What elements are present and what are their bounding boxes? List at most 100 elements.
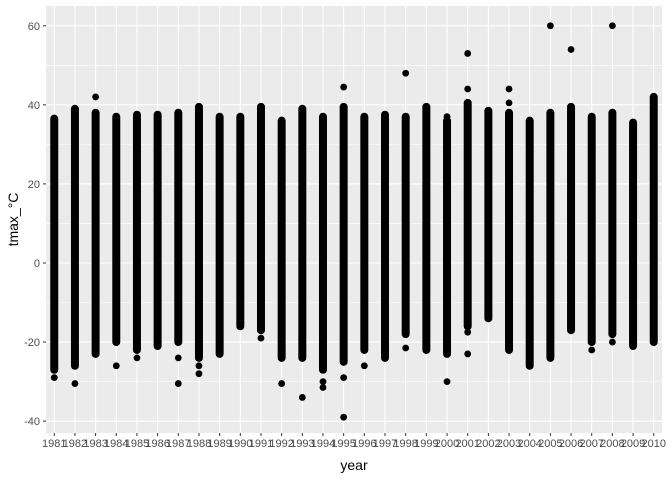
data-point [464, 350, 472, 358]
x-tick-label: 1989 [207, 438, 231, 450]
data-column-2010 [649, 92, 658, 347]
data-point [71, 380, 79, 387]
data-column-1991 [256, 102, 265, 335]
data-point [546, 22, 554, 30]
data-point [505, 99, 513, 107]
data-point [464, 85, 472, 93]
data-column-2002 [484, 106, 493, 323]
x-tick-label: 1981 [42, 438, 66, 450]
x-tick-label: 1993 [290, 438, 314, 450]
x-tick-label: 1999 [414, 438, 438, 450]
x-tick-label: 2004 [517, 438, 541, 450]
data-column-1983 [91, 108, 100, 358]
y-tick-label: 20 [28, 179, 40, 191]
x-tick-label: 1994 [311, 438, 335, 450]
y-axis-title: tmax_°C [5, 193, 21, 247]
panel-background [46, 6, 662, 433]
data-column-1982 [70, 104, 79, 370]
x-tick-label: 2007 [579, 438, 603, 450]
x-tick-label: 1986 [145, 438, 169, 450]
x-tick-label: 1997 [373, 438, 397, 450]
data-point [608, 22, 616, 30]
data-point [195, 362, 203, 370]
outlier-points [50, 22, 616, 421]
data-column-2003 [505, 108, 514, 354]
data-point [319, 384, 327, 391]
grid-minor [46, 65, 662, 382]
x-tick-label: 2002 [476, 438, 500, 450]
data-column-1999 [422, 102, 431, 354]
data-column-1998 [401, 112, 410, 339]
data-column-1995 [339, 102, 348, 366]
x-tick-label: 2001 [455, 438, 479, 450]
y-tick-label: -20 [24, 337, 40, 349]
data-column-1996 [360, 112, 369, 354]
data-point [464, 328, 472, 336]
x-tick-label: 1982 [63, 438, 87, 450]
data-column-1994 [318, 112, 327, 374]
data-point [464, 50, 472, 57]
data-column-2009 [629, 118, 638, 351]
data-column-1981 [50, 114, 59, 374]
data-column-1988 [194, 102, 203, 362]
data-column-2000 [443, 116, 452, 358]
data-point [340, 83, 348, 91]
data-column-1985 [132, 110, 141, 354]
data-column-2006 [567, 102, 576, 335]
x-axis: 1981198219831984198519861987198819891990… [42, 433, 666, 450]
x-tick-label: 1991 [249, 438, 273, 450]
data-point [402, 69, 410, 77]
data-point [319, 378, 327, 386]
data-column-2007 [587, 112, 596, 347]
y-axis: -40 -20 0 20 40 60 [24, 21, 46, 428]
data-point [278, 380, 286, 387]
x-tick-label: 1987 [166, 438, 190, 450]
data-column-1993 [298, 104, 307, 362]
data-point [443, 113, 451, 121]
x-tick-label: 1984 [104, 438, 128, 450]
x-tick-label: 1995 [331, 438, 355, 450]
data-point [340, 413, 348, 421]
data-column-2005 [546, 108, 555, 362]
y-tick-label: 0 [34, 258, 40, 270]
x-tick-label: 1998 [393, 438, 417, 450]
data-column-1992 [277, 116, 286, 362]
x-tick-label: 2006 [559, 438, 583, 450]
x-tick-label: 2000 [435, 438, 459, 450]
data-point [588, 346, 596, 354]
y-tick-label: 60 [28, 21, 40, 33]
data-column-1997 [381, 110, 390, 362]
x-tick-label: 1996 [352, 438, 376, 450]
x-tick-label: 1990 [228, 438, 252, 450]
x-tick-label: 2009 [621, 438, 645, 450]
x-tick-label: 2008 [600, 438, 624, 450]
x-tick-label: 2003 [497, 438, 521, 450]
data-point [195, 370, 203, 378]
data-point [567, 46, 575, 53]
data-column-2008 [608, 108, 617, 339]
data-point [443, 378, 451, 386]
x-tick-label: 1992 [269, 438, 293, 450]
x-tick-label: 1983 [83, 438, 107, 450]
data-point [360, 362, 368, 370]
data-point [92, 93, 100, 101]
data-column-1986 [153, 110, 162, 351]
x-axis-title: year [340, 457, 368, 473]
data-point [174, 380, 182, 387]
data-column-1987 [174, 108, 183, 347]
data-column-1990 [236, 112, 245, 331]
data-column-1984 [112, 112, 121, 347]
y-tick-label: -40 [24, 416, 40, 428]
x-tick-label: 1988 [187, 438, 211, 450]
y-tick-label: 40 [28, 100, 40, 112]
data-point [133, 354, 141, 362]
data-column-2001 [463, 98, 472, 331]
data-point [340, 374, 348, 382]
data-columns [50, 92, 658, 374]
x-tick-label: 2005 [538, 438, 562, 450]
data-point [50, 374, 58, 382]
data-point [112, 362, 120, 370]
data-column-1989 [215, 112, 224, 358]
data-point [402, 344, 410, 352]
